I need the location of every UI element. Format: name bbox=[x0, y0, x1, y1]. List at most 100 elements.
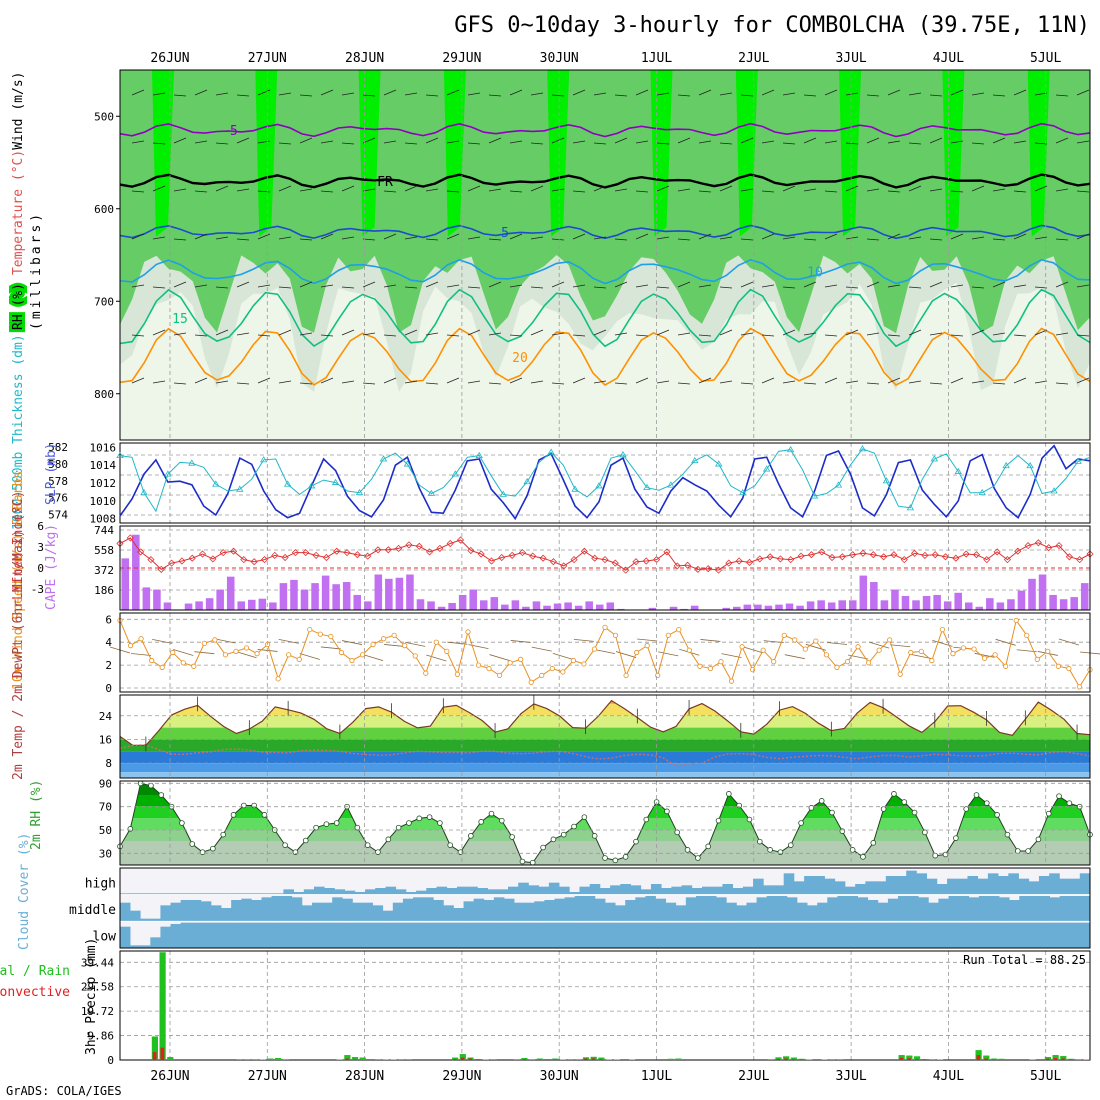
precip-total-bar bbox=[775, 1057, 782, 1060]
wind-barb bbox=[299, 238, 313, 241]
wind-barb bbox=[446, 89, 460, 96]
cloud-bar-middle bbox=[999, 897, 1010, 922]
wind-barb bbox=[152, 380, 166, 384]
thickness-point bbox=[786, 445, 795, 453]
wind-speed-point bbox=[370, 641, 376, 648]
lifted-index-point bbox=[539, 554, 547, 562]
wind-barb bbox=[509, 190, 523, 193]
wind-barb bbox=[992, 332, 1006, 336]
cloud-bar-low bbox=[281, 922, 293, 948]
wind-speed-point bbox=[307, 626, 313, 633]
wind-barb bbox=[236, 651, 257, 659]
temperature-band bbox=[120, 751, 1090, 764]
wind-barb bbox=[194, 190, 208, 193]
wind-barb bbox=[698, 89, 712, 96]
wind-barb bbox=[425, 188, 439, 192]
cloud-bar-middle bbox=[978, 896, 990, 922]
rh-point bbox=[1045, 810, 1052, 817]
wind-barb bbox=[740, 281, 754, 288]
cloud-bar-high bbox=[569, 892, 580, 895]
wind-barb bbox=[698, 334, 712, 337]
cape-bar bbox=[553, 603, 562, 610]
lifted-index-point bbox=[766, 553, 774, 561]
pressure-tick: 700 bbox=[94, 295, 114, 308]
precip-convective-bar bbox=[899, 1057, 904, 1060]
precip-total-bar bbox=[359, 1057, 366, 1060]
precip-total-bar bbox=[813, 1059, 821, 1060]
cloud-bar-low bbox=[210, 922, 222, 948]
cloud-bar-middle bbox=[150, 918, 161, 922]
wind-barb bbox=[426, 654, 447, 662]
wind-barb bbox=[1034, 286, 1048, 289]
wind-barb bbox=[887, 377, 901, 384]
wind-barb bbox=[656, 380, 670, 384]
cloud-bar-middle bbox=[1049, 897, 1061, 922]
cape-bar bbox=[859, 575, 868, 610]
wind-barb bbox=[950, 89, 964, 96]
precip-total-bar bbox=[251, 1059, 259, 1060]
wind-barb bbox=[299, 137, 313, 144]
wind-barb bbox=[488, 382, 502, 385]
precip-total-bar bbox=[1075, 1059, 1082, 1060]
isotherm-label: 5 bbox=[501, 226, 509, 241]
wind-barb bbox=[341, 92, 355, 96]
wind-barb bbox=[152, 92, 166, 96]
precip-total-bar bbox=[1006, 1059, 1013, 1060]
moist-column bbox=[1027, 70, 1050, 237]
cape-bar bbox=[1070, 597, 1078, 610]
wind-barb bbox=[950, 233, 964, 240]
thickness-point bbox=[283, 480, 292, 487]
wind-barb bbox=[383, 140, 397, 144]
precip-convective-bar bbox=[522, 1059, 527, 1060]
wind-barb bbox=[194, 89, 208, 96]
upper-air-ylabel: RH (%) Temperature (°C)Wind (m/s) (millib… bbox=[8, 72, 44, 333]
wind-barb bbox=[1055, 238, 1069, 241]
wind-speed-point bbox=[191, 663, 197, 669]
cloud-bar-high bbox=[987, 873, 999, 895]
moist-column bbox=[650, 70, 673, 237]
thickness-point bbox=[882, 477, 891, 484]
wind-barb bbox=[614, 332, 628, 336]
thickness-point bbox=[1050, 487, 1058, 494]
wind-barb bbox=[887, 334, 901, 337]
cloud-bar-high bbox=[354, 892, 366, 895]
wind-barb bbox=[677, 94, 691, 97]
cloud-bar-middle bbox=[352, 902, 363, 922]
wind-barb bbox=[320, 140, 334, 144]
li-ylabel: Lifted Index bbox=[11, 506, 26, 600]
precip-total-bar bbox=[552, 1058, 559, 1060]
rh-point bbox=[602, 855, 608, 861]
wind-speed-point bbox=[286, 652, 292, 658]
wind-barb bbox=[404, 185, 418, 192]
cloud-bar-low bbox=[584, 922, 596, 948]
wind-barb bbox=[719, 142, 733, 145]
wind-speed-point bbox=[570, 657, 576, 664]
cape-bar bbox=[606, 602, 615, 610]
lifted-index-point bbox=[487, 557, 496, 565]
cloud-bar-low bbox=[685, 922, 697, 948]
wind-barb bbox=[384, 644, 405, 647]
cloud-bar-high bbox=[395, 889, 407, 895]
wind-barb bbox=[635, 89, 649, 96]
cloud-bar-middle bbox=[766, 896, 778, 922]
wind-barb bbox=[719, 380, 733, 384]
wind-barb bbox=[866, 137, 880, 144]
lifted-index-point bbox=[415, 542, 423, 550]
cape-bar bbox=[279, 583, 288, 610]
cloud-bar-low bbox=[564, 922, 576, 948]
lifted-index-point bbox=[663, 548, 671, 556]
thickness-point bbox=[858, 445, 867, 452]
thickness-point bbox=[547, 448, 555, 455]
rh-point bbox=[499, 817, 505, 824]
lifted-index-point bbox=[890, 551, 898, 559]
precip-total-bar bbox=[1037, 1059, 1044, 1060]
cloud-bar-middle bbox=[423, 897, 434, 922]
wind-barb bbox=[551, 382, 565, 385]
precip-total-bar bbox=[344, 1055, 351, 1060]
lifted-index-point bbox=[322, 553, 330, 562]
wind-barb bbox=[341, 286, 355, 289]
wind-barb bbox=[488, 137, 502, 144]
rh-tick: 30 bbox=[99, 847, 112, 860]
cloud-bar-high bbox=[201, 893, 213, 895]
